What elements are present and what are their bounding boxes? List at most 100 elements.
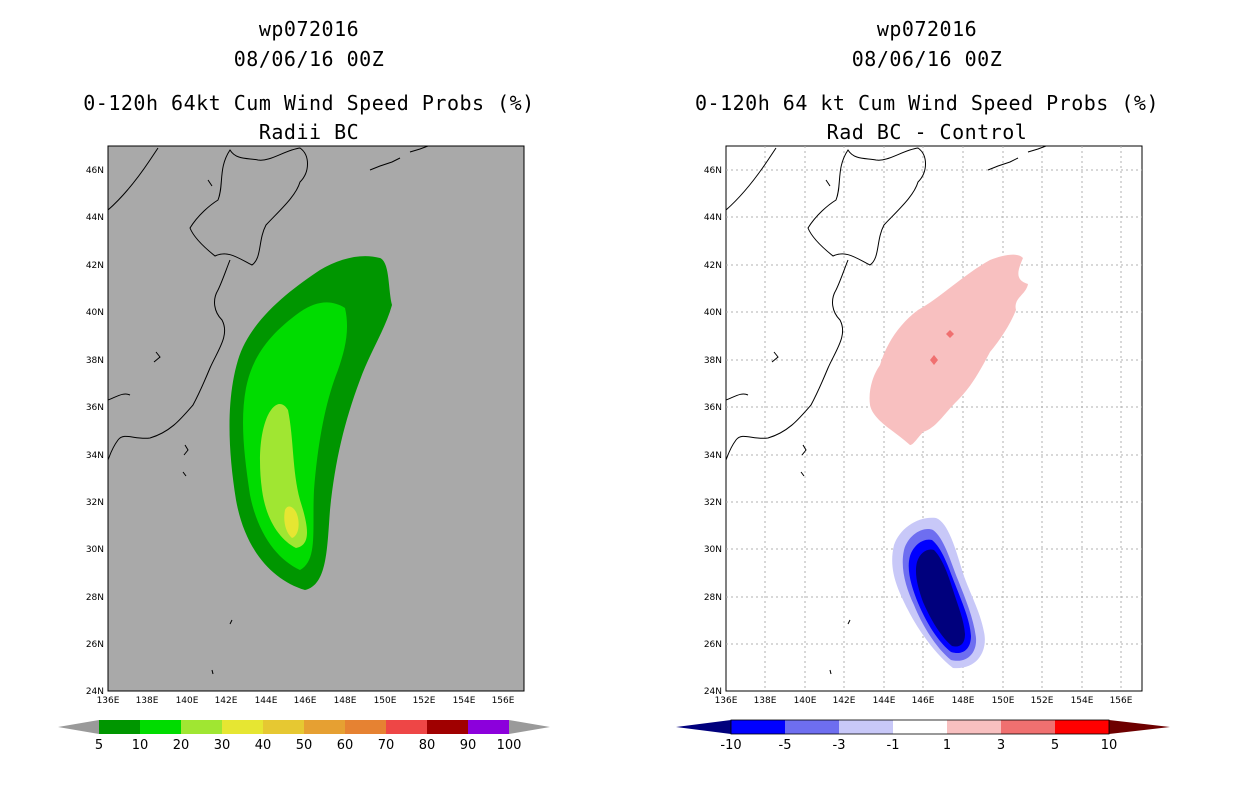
colorbar-swatch [386,720,427,734]
colorbar-swatch [1055,720,1109,734]
lon-label: 152E [1031,696,1054,706]
lat-label: 32N [86,498,104,508]
subtitle: Radii BC [258,120,360,144]
lon-label: 142E [833,696,856,706]
colorbar-swatch [947,720,1001,734]
colorbar-label: 10 [1101,738,1118,753]
contour-positive-3 [930,355,938,365]
lon-label: 142E [215,696,238,706]
colorbar-label: 1 [943,738,951,753]
colorbar-swatch [345,720,386,734]
lon-label: 156E [1110,696,1133,706]
lon-label: 150E [992,696,1015,706]
colorbar-label: 50 [296,738,313,753]
colorbar-swatch [427,720,468,734]
lon-label: 138E [754,696,777,706]
lon-label: 136E [715,696,738,706]
colorbar-swatch [263,720,304,734]
colorbar-swatch [222,720,263,734]
contour-positive-3 [946,330,954,338]
colorbar-swatch [785,720,839,734]
lon-label: 154E [1071,696,1094,706]
colorbar-right: -10 -5 -3 -1 1 3 5 10 [676,719,1170,753]
lat-label: 46N [86,166,104,176]
lon-label: 138E [136,696,159,706]
colorbar-swatch [893,720,947,734]
storm-id-title: wp072016 [876,17,978,41]
colorbar-border [730,719,1110,735]
lon-label: 146E [912,696,935,706]
lat-label: 44N [704,213,722,223]
lat-label: 38N [704,356,722,366]
lat-label: 40N [86,308,104,318]
colorbar-label: -3 [833,738,846,753]
lon-label: 144E [873,696,896,706]
lat-label: 34N [86,451,104,461]
colorbar-swatch [304,720,345,734]
contour-positive-1 [869,254,1028,445]
x-axis-ticks: 136E 138E 140E 142E 144E 146E 148E 150E … [715,696,1133,706]
lon-label: 152E [413,696,436,706]
lon-label: 140E [176,696,199,706]
y-axis-ticks: 24N 26N 28N 30N 32N 34N 36N 38N 40N 42N … [86,166,104,697]
lat-label: 44N [86,213,104,223]
colorbar-label: -10 [720,738,741,753]
probability-contours [229,256,392,590]
colorbar-label: 70 [378,738,395,753]
lon-label: 144E [255,696,278,706]
right-panel: wp072016 08/06/16 00Z 0-120h 64 kt Cum W… [618,0,1236,800]
lon-label: 154E [453,696,476,706]
x-axis-ticks: 136E 138E 140E 142E 144E 146E 148E 150E … [97,696,515,706]
lon-label: 148E [952,696,975,706]
lat-label: 36N [86,403,104,413]
colorbar-end-right [509,720,550,734]
lat-label: 34N [704,451,722,461]
colorbar-swatch [181,720,222,734]
contour-negative-10 [915,549,965,647]
lat-label: 26N [704,640,722,650]
product-title: 0-120h 64 kt Cum Wind Speed Probs (%) [694,91,1160,115]
colorbar-swatch [839,720,893,734]
lon-label: 156E [492,696,515,706]
date-title: 08/06/16 00Z [851,47,1003,71]
date-title: 08/06/16 00Z [233,47,385,71]
storm-id-title: wp072016 [258,17,360,41]
grid-lines [726,146,1142,691]
lat-label: 30N [704,545,722,555]
colorbar-label: 100 [497,738,522,753]
lat-label: 28N [704,593,722,603]
colorbar-end-left [676,720,731,734]
lat-label: 30N [86,545,104,555]
colorbar-label: 90 [460,738,477,753]
colorbar-end-left [58,720,99,734]
colorbar-label: 80 [419,738,436,753]
lat-label: 32N [704,498,722,508]
lat-label: 26N [86,640,104,650]
colorbar-label: 3 [997,738,1005,753]
colorbar-label: 60 [337,738,354,753]
lat-label: 24N [86,687,104,697]
lon-label: 146E [294,696,317,706]
colorbar-end-right [1109,720,1170,734]
colorbar-swatch [468,720,509,734]
lat-label: 24N [704,687,722,697]
left-map-svg: 136E 138E 140E 142E 144E 146E 148E 150E … [58,145,550,753]
lon-label: 140E [794,696,817,706]
lon-label: 148E [334,696,357,706]
y-axis-ticks: 24N 26N 28N 30N 32N 34N 36N 38N 40N 42N … [704,166,722,697]
subtitle: Rad BC - Control [826,120,1028,144]
lat-label: 38N [86,356,104,366]
colorbar-label: 40 [255,738,272,753]
colorbar-label: 30 [214,738,231,753]
lat-label: 36N [704,403,722,413]
colorbar-label: 20 [173,738,190,753]
colorbar-label: 10 [132,738,149,753]
colorbar-label: -5 [779,738,792,753]
difference-contours [869,254,1028,669]
product-title: 0-120h 64kt Cum Wind Speed Probs (%) [83,91,535,115]
lat-label: 42N [86,261,104,271]
lat-label: 40N [704,308,722,318]
left-panel: wp072016 08/06/16 00Z 0-120h 64kt Cum Wi… [58,17,550,753]
lon-label: 150E [374,696,397,706]
colorbar-label: 5 [95,738,103,753]
